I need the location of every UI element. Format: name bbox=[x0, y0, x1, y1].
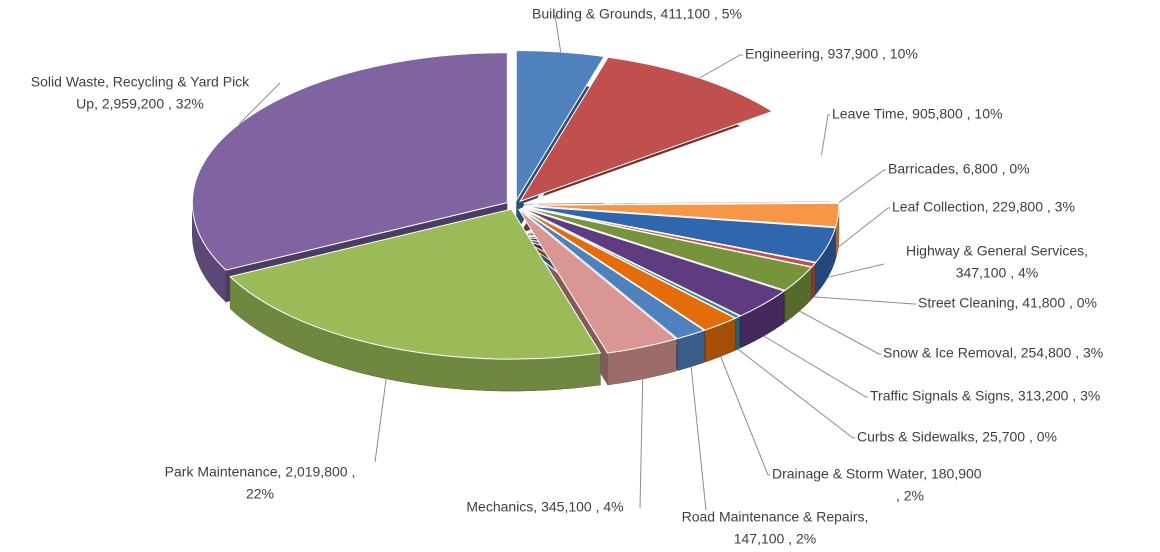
slice-side bbox=[735, 315, 741, 351]
slice bbox=[521, 207, 786, 317]
data-label: Leave Time, 905,800 , 10% bbox=[832, 106, 1002, 122]
data-label: Traffic Signals & Signs, 313,200 , 3% bbox=[870, 388, 1100, 404]
data-label: 22% bbox=[246, 486, 274, 502]
leader-line bbox=[690, 366, 707, 511]
slice bbox=[515, 50, 606, 203]
data-label: 147,100 , 2% bbox=[734, 531, 817, 547]
data-label: Solid Waste, Recycling & Yard Pick bbox=[31, 74, 250, 90]
data-label: Road Maintenance & Repairs, bbox=[682, 509, 869, 525]
data-label: Snow & Ice Removal, 254,800 , 3% bbox=[883, 345, 1103, 361]
leader-line bbox=[699, 54, 743, 79]
data-label: Street Cleaning, 41,800 , 0% bbox=[918, 295, 1097, 311]
leader-line bbox=[554, 14, 562, 53]
leader-line bbox=[720, 356, 770, 476]
data-label: Highway & General Services, bbox=[906, 243, 1088, 259]
pie bbox=[191, 50, 840, 392]
data-label: Drainage & Storm Water, 180,900 bbox=[772, 466, 982, 482]
leader-line bbox=[838, 169, 886, 203]
slice bbox=[519, 208, 706, 340]
data-label: Park Maintenance, 2,019,800 , bbox=[165, 464, 356, 480]
slice bbox=[523, 205, 837, 263]
leader-line bbox=[837, 207, 890, 248]
data-label: Barricades, 6,800 , 0% bbox=[888, 161, 1030, 177]
leader-line bbox=[813, 296, 916, 305]
slice bbox=[518, 56, 774, 203]
leader-line bbox=[821, 114, 830, 155]
data-label: Mechanics, 345,100 , 4% bbox=[466, 499, 623, 515]
data-label: 347,100 , 4% bbox=[956, 265, 1039, 281]
leader-line bbox=[763, 335, 868, 398]
data-label: Building & Grounds, 411,100 , 5% bbox=[532, 6, 742, 22]
slice-side bbox=[811, 262, 816, 300]
leader-line bbox=[799, 310, 881, 355]
data-label: Up, 2,959,200 , 32% bbox=[76, 96, 204, 112]
slice bbox=[520, 208, 737, 331]
leader-line bbox=[737, 348, 855, 439]
leader-line bbox=[374, 378, 387, 463]
leader-line bbox=[639, 378, 644, 509]
slice bbox=[523, 113, 839, 205]
slice bbox=[522, 206, 813, 291]
slice bbox=[191, 52, 508, 271]
data-label: , 2% bbox=[896, 488, 924, 504]
slice bbox=[518, 208, 678, 354]
data-label: Leaf Collection, 229,800 , 3% bbox=[892, 199, 1075, 215]
leader-line bbox=[238, 82, 281, 125]
slice bbox=[229, 208, 602, 360]
leader-line bbox=[827, 263, 885, 278]
slice bbox=[523, 202, 840, 228]
data-label: Engineering, 937,900 , 10% bbox=[745, 46, 918, 62]
data-label: Curbs & Sidewalks, 25,700 , 0% bbox=[857, 429, 1057, 445]
